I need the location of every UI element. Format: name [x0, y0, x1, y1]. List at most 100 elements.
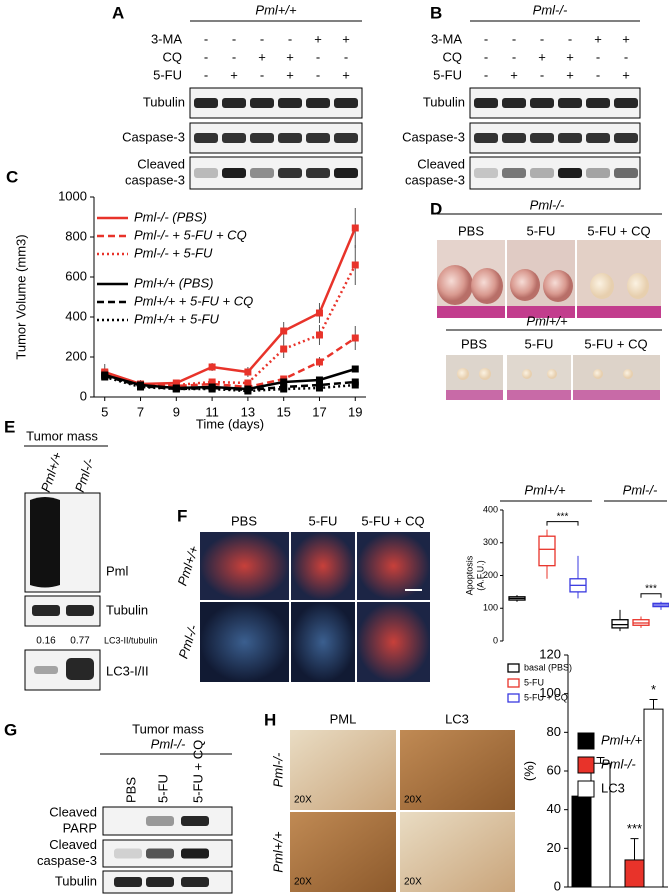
- legend-swatch: [507, 693, 520, 703]
- group-title: Pml-/-: [623, 482, 658, 497]
- band: [586, 98, 610, 108]
- magnification: 20X: [404, 877, 422, 888]
- significance: *: [651, 682, 656, 697]
- treatment-sign: -: [260, 31, 264, 46]
- lane-label: Pml+/+: [38, 450, 65, 494]
- treatment-sign: +: [342, 31, 350, 46]
- blot-label: Cleaved: [137, 156, 185, 171]
- data-point: [315, 376, 323, 384]
- treatment-sign: -: [204, 31, 208, 46]
- band: [30, 497, 60, 588]
- band: [334, 98, 358, 108]
- significance: ***: [627, 821, 642, 836]
- treatment-sign: -: [232, 49, 236, 64]
- blot-label: caspase-3: [125, 172, 185, 187]
- data-point: [315, 331, 323, 339]
- blot: [469, 122, 641, 154]
- data-point: [101, 373, 109, 381]
- blot: [189, 156, 363, 190]
- error-bar: [630, 838, 639, 860]
- blot-label: Cleaved: [49, 837, 97, 852]
- panel-letter: B: [430, 3, 442, 22]
- treatment-sign: -: [540, 67, 544, 82]
- band: [181, 877, 209, 887]
- column-label: PML: [330, 711, 357, 726]
- genotype-title: Pml-/-: [533, 2, 568, 17]
- box: [538, 535, 556, 567]
- series-line: [104, 336, 356, 389]
- column-label: 5-FU: [309, 513, 338, 528]
- blot-label: Tubulin: [106, 602, 148, 617]
- band: [614, 133, 638, 143]
- y-tick-label: 80: [547, 724, 561, 739]
- blot-label: Pml: [106, 563, 129, 578]
- y-tick-label: 400: [483, 504, 498, 514]
- group-title: Pml+/+: [524, 482, 566, 497]
- legend-label: LC3: [601, 780, 625, 795]
- treatment-sign: -: [260, 67, 264, 82]
- panel-letter: F: [177, 506, 187, 525]
- data-point: [280, 345, 288, 353]
- panel-title: Tumor mass: [132, 721, 204, 736]
- column-label: PBS: [231, 513, 257, 528]
- bar: [643, 708, 664, 888]
- panel-f-micrographs: [200, 532, 430, 682]
- legend-label: 5-FU + CQ: [524, 692, 568, 702]
- y-tick-label: 600: [65, 268, 87, 283]
- treatment-sign: +: [622, 31, 630, 46]
- lane-label: 5-FU: [155, 774, 170, 803]
- treatment-sign: -: [596, 49, 600, 64]
- y-tick-label: 60: [547, 762, 561, 777]
- treatment-sign: -: [316, 67, 320, 82]
- panel-d-photos: [437, 240, 661, 400]
- band: [146, 816, 174, 826]
- treatment-sign: -: [232, 31, 236, 46]
- panel-letter: D: [430, 199, 442, 218]
- band: [306, 98, 330, 108]
- legend-label: basal (PBS): [524, 662, 572, 672]
- data-point: [315, 358, 323, 366]
- band: [222, 168, 246, 178]
- column-label: LC3: [445, 711, 469, 726]
- y-tick-label: 0: [554, 878, 561, 893]
- treatment-sign: +: [230, 67, 238, 82]
- blot-label: Cleaved: [49, 804, 97, 819]
- band: [250, 168, 274, 178]
- y-axis-title: (%): [521, 761, 536, 781]
- band: [222, 133, 246, 143]
- band: [32, 605, 60, 616]
- blot-label: Caspase-3: [122, 129, 185, 144]
- treatment-sign: +: [286, 49, 294, 64]
- treatment-label: CQ: [163, 49, 183, 64]
- treatment-sign: +: [258, 49, 266, 64]
- y-tick-label: 100: [539, 685, 561, 700]
- blot: [189, 87, 363, 119]
- legend-label: Pml-/- (PBS): [134, 209, 207, 224]
- blot-label: Tubulin: [423, 94, 465, 109]
- genotype-title: Pml+/+: [255, 2, 297, 17]
- data-point: [351, 381, 359, 389]
- legend-swatch: [507, 678, 520, 688]
- band: [250, 98, 274, 108]
- treatment-label: 5-FU + CQ: [584, 336, 647, 351]
- band: [306, 168, 330, 178]
- band: [306, 133, 330, 143]
- bar: [624, 859, 645, 888]
- y-tick-label: 120: [539, 646, 561, 661]
- treatment-sign: +: [510, 67, 518, 82]
- x-tick-label: 17: [312, 404, 326, 419]
- data-point: [280, 378, 288, 386]
- band: [250, 133, 274, 143]
- band: [114, 848, 142, 859]
- y-axis-title: Tumor Volume (mm3): [13, 234, 28, 359]
- y-tick-label: 800: [65, 228, 87, 243]
- ratio-label: LC3-II/tubulin: [104, 635, 158, 645]
- panel-subtitle: Pml-/-: [151, 736, 186, 751]
- treatment-label: 3-MA: [151, 31, 182, 46]
- data-point: [208, 385, 216, 393]
- blot-label: Cleaved: [417, 156, 465, 171]
- y-tick-label: 100: [483, 603, 498, 613]
- blot: [469, 156, 641, 190]
- series-line: [104, 375, 356, 393]
- error-bar: [596, 756, 605, 764]
